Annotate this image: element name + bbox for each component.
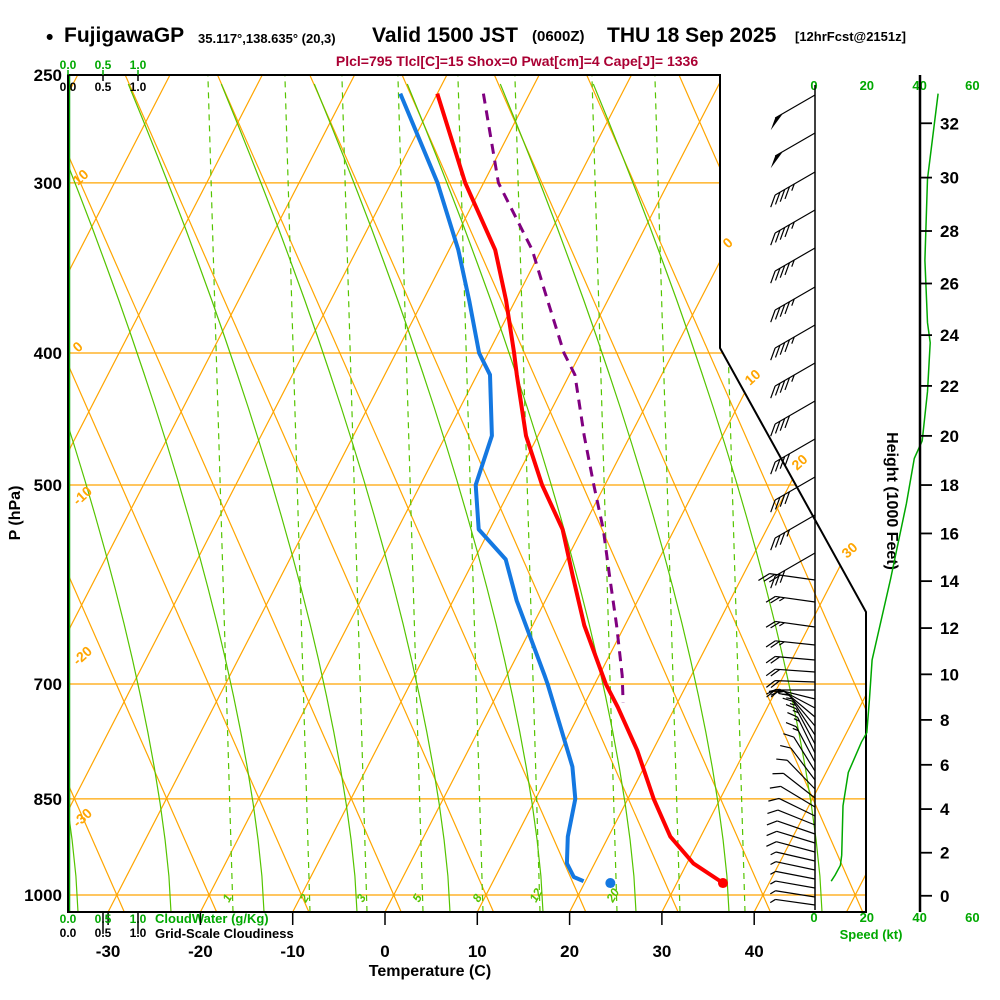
svg-text:10: 10 xyxy=(69,166,91,188)
sounding-parameters: Plcl=795 Tlcl[C]=15 Shox=0 Pwat[cm]=4 Ca… xyxy=(335,53,699,69)
svg-text:12: 12 xyxy=(940,619,959,638)
svg-text:14: 14 xyxy=(940,572,959,591)
valid-time: Valid 1500 JST xyxy=(372,24,518,47)
svg-text:5: 5 xyxy=(409,891,425,904)
svg-text:300: 300 xyxy=(34,174,62,193)
svg-text:60: 60 xyxy=(965,78,979,93)
svg-text:10: 10 xyxy=(741,366,763,388)
svg-text:850: 850 xyxy=(34,790,62,809)
svg-text:20: 20 xyxy=(940,427,959,446)
svg-text:10: 10 xyxy=(940,665,959,684)
svg-text:4: 4 xyxy=(940,800,950,819)
svg-text:28: 28 xyxy=(940,222,959,241)
svg-text:60: 60 xyxy=(965,910,979,925)
cloudwater-axis-title: CloudWater (g/Kg) xyxy=(155,911,269,926)
svg-text:20: 20 xyxy=(860,910,874,925)
valid-date: THU 18 Sep 2025 xyxy=(607,24,777,47)
svg-text:20: 20 xyxy=(788,451,810,473)
background-grid xyxy=(68,75,866,912)
svg-text:500: 500 xyxy=(34,476,62,495)
svg-text:32: 32 xyxy=(940,114,959,133)
svg-text:250: 250 xyxy=(34,66,62,85)
svg-text:6: 6 xyxy=(940,756,949,775)
svg-text:30: 30 xyxy=(940,169,959,188)
svg-text:0: 0 xyxy=(810,910,817,925)
forecast-info: [12hrFcst@2151z] xyxy=(795,29,906,44)
svg-text:20: 20 xyxy=(603,886,622,906)
svg-text:0.0: 0.0 xyxy=(60,912,77,926)
svg-text:2: 2 xyxy=(296,891,312,905)
cloudiness-axis-title: Grid-Scale Cloudiness xyxy=(155,926,294,941)
svg-text:40: 40 xyxy=(912,910,926,925)
svg-text:8: 8 xyxy=(940,711,949,730)
svg-text:1.0: 1.0 xyxy=(130,58,147,72)
valid-time-utc: (0600Z) xyxy=(532,28,585,45)
svg-text:18: 18 xyxy=(940,476,959,495)
wind-barb-panel xyxy=(758,85,939,910)
svg-text:-20: -20 xyxy=(188,942,213,961)
svg-text:1000: 1000 xyxy=(24,886,62,905)
svg-text:-30: -30 xyxy=(69,805,95,831)
station-coordinates: 35.117°,138.635° (20,3) xyxy=(198,31,336,46)
svg-text:22: 22 xyxy=(940,377,959,396)
svg-text:400: 400 xyxy=(34,344,62,363)
svg-text:30: 30 xyxy=(652,942,671,961)
svg-text:10: 10 xyxy=(468,942,487,961)
svg-text:20: 20 xyxy=(560,942,579,961)
svg-text:0.5: 0.5 xyxy=(95,58,112,72)
svg-text:1: 1 xyxy=(219,891,235,904)
station-bullet-icon: • xyxy=(46,26,54,49)
svg-text:-30: -30 xyxy=(96,942,121,961)
svg-text:24: 24 xyxy=(940,326,959,345)
svg-text:0.0: 0.0 xyxy=(60,80,77,94)
speed-axis-title: Speed (kt) xyxy=(839,927,903,942)
svg-text:12: 12 xyxy=(526,886,545,905)
svg-text:3: 3 xyxy=(353,891,369,904)
sounding-curves xyxy=(398,92,728,889)
svg-text:700: 700 xyxy=(34,675,62,694)
svg-text:2: 2 xyxy=(940,844,949,863)
svg-text:0: 0 xyxy=(719,234,736,251)
svg-text:-10: -10 xyxy=(280,942,305,961)
station-name: FujigawaGP xyxy=(64,24,185,47)
svg-text:0.0: 0.0 xyxy=(60,58,77,72)
svg-text:26: 26 xyxy=(940,274,959,293)
svg-text:16: 16 xyxy=(940,524,959,543)
svg-text:0: 0 xyxy=(380,942,389,961)
svg-text:40: 40 xyxy=(745,942,764,961)
svg-text:30: 30 xyxy=(838,539,860,561)
svg-text:0.0: 0.0 xyxy=(60,926,77,940)
svg-text:0: 0 xyxy=(940,887,949,906)
svg-text:0.5: 0.5 xyxy=(95,80,112,94)
svg-text:20: 20 xyxy=(860,78,874,93)
temperature-axis-title: Temperature (C) xyxy=(368,963,492,980)
svg-text:1.0: 1.0 xyxy=(130,80,147,94)
plot-frame xyxy=(67,74,867,913)
svg-text:0: 0 xyxy=(810,78,817,93)
svg-text:-20: -20 xyxy=(69,643,95,669)
